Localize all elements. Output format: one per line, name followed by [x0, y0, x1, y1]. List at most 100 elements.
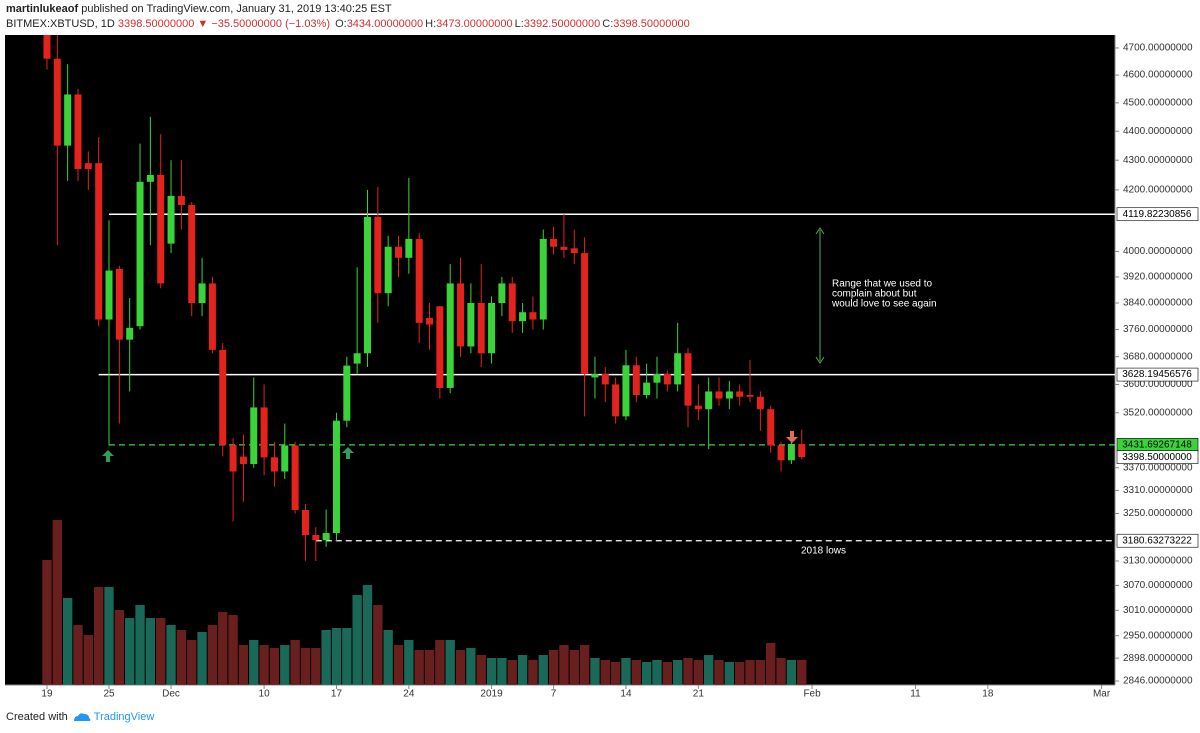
volume-bar: [300, 648, 311, 685]
candle-body: [725, 391, 733, 399]
ohlc-value: 3434.00000000: [346, 18, 424, 30]
candle-body: [498, 283, 506, 303]
footer: Created with TradingView: [6, 711, 154, 723]
volume-bar: [621, 658, 631, 685]
candle-body: [674, 353, 682, 385]
x-tick-label: 11: [910, 689, 921, 700]
volume-bar: [497, 658, 507, 685]
candle-body: [519, 312, 527, 322]
y-tick-label: 3520.00000000: [1123, 407, 1193, 418]
candle-body: [529, 312, 537, 320]
volume-bar: [590, 658, 600, 685]
range-note: Range that we used to: [832, 279, 933, 290]
x-tick-label: 17: [331, 689, 343, 700]
price-label-box: [1116, 533, 1199, 548]
volume-bar: [383, 630, 393, 685]
volume-bar: [187, 640, 197, 685]
y-tick-label: 2950.00000000: [1123, 630, 1193, 641]
candle-body: [374, 216, 382, 294]
volume-bar: [311, 648, 321, 685]
candle-body: [581, 253, 589, 374]
volume-bar: [600, 660, 610, 685]
candle-body: [591, 373, 599, 378]
candle-body: [601, 373, 609, 385]
ohlc-key: H:: [425, 18, 437, 30]
candle-body: [477, 302, 485, 354]
candle-body: [332, 420, 340, 534]
volume-bar: [62, 598, 73, 685]
y-tick-label: 3680.00000000: [1123, 351, 1193, 362]
volume-bar: [507, 660, 517, 685]
candle-body: [426, 317, 434, 325]
volume-bar: [156, 618, 166, 685]
candle-body: [705, 391, 713, 410]
candle-body: [787, 443, 795, 461]
author[interactable]: martinlukeaof: [6, 3, 79, 15]
x-tick-label: 24: [403, 689, 415, 700]
volume-bar: [745, 660, 755, 685]
volume-bar: [714, 660, 724, 685]
volume-bar: [342, 628, 352, 685]
volume-bar: [786, 660, 797, 685]
volume-bar: [445, 640, 455, 685]
price-label: 4119.82230856: [1123, 209, 1192, 220]
volume-bar: [517, 655, 528, 685]
volume-bar: [249, 640, 259, 685]
y-tick-label: 3070.00000000: [1123, 580, 1193, 591]
logo: [73, 713, 91, 721]
candle-body: [157, 174, 165, 284]
price-label: 3398.50000000: [1122, 452, 1192, 463]
volume-bar: [641, 662, 652, 685]
candle-body: [291, 445, 299, 511]
ohlc-key: C:: [602, 18, 614, 30]
symbol-line: BITMEX:XBTUSD, 1D 3398.50000000 ▼ −35.50…: [6, 17, 690, 32]
volume-bar: [776, 658, 786, 685]
candle-body: [715, 391, 723, 399]
candle-body: [550, 238, 558, 247]
volume-bar: [486, 658, 497, 685]
volume-bar: [652, 660, 662, 685]
volume-bar: [435, 640, 445, 685]
y-tick-label: 3760.00000000: [1123, 324, 1193, 335]
drawings: [102, 227, 825, 462]
volume-bar: [559, 645, 569, 685]
ohlc: O:3434.00000000 H:3473.00000000 L:3392.500…: [333, 18, 690, 30]
candle-body: [126, 327, 134, 340]
candle-body: [643, 382, 651, 395]
y-tick-label: 4700.00000000: [1123, 43, 1193, 54]
y-tick-label: 2846.00000000: [1123, 676, 1193, 687]
ohlc-key: L:: [514, 18, 524, 30]
volume-bar: [207, 625, 218, 685]
candle-body: [208, 283, 216, 350]
candle-body: [539, 238, 547, 320]
brand[interactable]: TradingView: [93, 711, 155, 723]
y-tick-label: 2898.00000000: [1123, 653, 1193, 664]
ohlc-value: 3398.50000000: [613, 18, 690, 30]
y-tick-label: 3010.00000000: [1123, 605, 1193, 616]
candle-body: [467, 302, 475, 347]
volume-bar: [104, 587, 114, 685]
ohlc-value: 3473.00000000: [436, 18, 513, 30]
volume-bar: [466, 648, 476, 685]
candle-body: [229, 445, 237, 472]
volume-bar: [125, 618, 135, 685]
y-tick-label: 3310.00000000: [1123, 485, 1193, 496]
volume-bar: [135, 605, 145, 685]
y-tick-label: 4300.00000000: [1123, 155, 1193, 166]
volume-bar: [424, 650, 435, 685]
candle-body: [43, 35, 51, 59]
candle-body: [767, 409, 775, 446]
candle-body: [105, 270, 113, 320]
ohlc-key: O:: [335, 18, 347, 30]
x-tick-label: 10: [259, 689, 271, 700]
volume-bar: [166, 625, 176, 685]
volume-bar: [766, 643, 776, 685]
up-arrow: [102, 450, 114, 462]
candle-body: [395, 246, 403, 258]
ohlc-value: 3392.50000000: [523, 18, 601, 30]
candle-body: [95, 163, 103, 320]
volume-bar: [579, 645, 590, 685]
candle-body: [270, 457, 278, 472]
y-tick-label: 3130.00000000: [1123, 556, 1193, 567]
